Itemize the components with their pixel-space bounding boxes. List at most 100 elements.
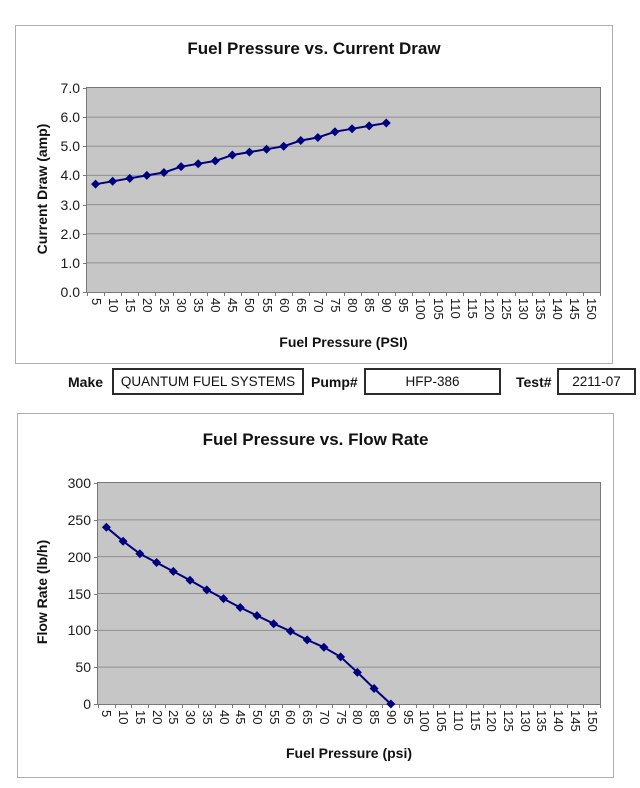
x-tick-mark xyxy=(499,705,501,708)
data-point-marker xyxy=(108,176,118,186)
x-tick-mark xyxy=(131,705,133,708)
x-tick-mark xyxy=(446,293,448,296)
x-tick-mark xyxy=(411,293,413,296)
x-tick-mark xyxy=(326,293,328,296)
data-point-marker xyxy=(244,147,254,157)
x-tick-mark xyxy=(365,705,367,708)
y-tick-mark xyxy=(83,175,86,177)
y-tick-mark xyxy=(83,262,86,264)
x-tick-mark xyxy=(480,293,482,296)
data-point-marker xyxy=(125,173,135,183)
x-tick-mark xyxy=(482,705,484,708)
data-point-marker xyxy=(369,684,379,694)
data-point-marker xyxy=(193,159,203,169)
x-tick-mark xyxy=(377,293,379,296)
y-tick-mark xyxy=(94,704,97,705)
data-point-marker xyxy=(135,549,145,559)
data-point-marker xyxy=(296,135,306,145)
y-tick-label: 7.0 xyxy=(60,80,80,96)
y-tick-label: 100 xyxy=(67,622,91,639)
y-tick-mark xyxy=(83,292,86,293)
y-tick-label: 3.0 xyxy=(60,196,80,213)
x-tick-mark xyxy=(121,293,123,296)
test-info-row: Make QUANTUM FUEL SYSTEMS Pump# HFP-386 … xyxy=(0,360,640,404)
data-point-marker xyxy=(252,611,262,621)
y-tick-mark xyxy=(94,556,97,558)
x-tick-mark xyxy=(240,293,242,296)
x-tick-mark xyxy=(349,705,350,708)
data-point-marker xyxy=(352,667,362,677)
x-tick-mark xyxy=(114,705,116,708)
data-point-marker xyxy=(101,522,111,532)
x-tick-mark xyxy=(164,705,166,708)
data-point-marker xyxy=(269,619,279,629)
x-tick-mark xyxy=(466,705,468,708)
x-tick-mark xyxy=(514,293,516,296)
y-tick-mark xyxy=(94,593,97,595)
y-tick-mark xyxy=(83,146,86,148)
x-tick-mark xyxy=(138,293,140,296)
y-tick-label: 1.0 xyxy=(60,254,80,271)
y-tick-label: 5.0 xyxy=(60,138,80,155)
data-point-marker xyxy=(152,558,162,568)
x-tick-mark xyxy=(600,705,601,708)
x-tick-label: 150 xyxy=(584,710,600,732)
y-tick-mark xyxy=(94,519,97,521)
x-tick-mark xyxy=(516,705,518,708)
y-tick-label: 300 xyxy=(67,475,91,491)
x-tick-mark xyxy=(449,705,451,708)
test-number-label: Test# xyxy=(516,374,552,390)
data-point-marker xyxy=(202,585,212,595)
data-point-marker xyxy=(159,168,169,178)
x-tick-mark xyxy=(248,705,250,708)
make-value-cell[interactable]: QUANTUM FUEL SYSTEMS xyxy=(112,368,304,395)
x-tick-mark xyxy=(429,293,430,296)
x-tick-label: 150 xyxy=(584,298,600,320)
data-point-marker xyxy=(168,566,178,576)
x-tick-mark xyxy=(223,293,225,296)
data-point-marker xyxy=(381,118,391,128)
y-tick-label: 0 xyxy=(83,696,91,712)
data-point-marker xyxy=(319,642,329,652)
x-tick-mark xyxy=(172,293,174,296)
data-point-marker xyxy=(176,162,186,172)
data-point-marker xyxy=(285,626,295,636)
x-tick-mark xyxy=(531,293,533,296)
x-tick-mark xyxy=(275,293,277,296)
y-tick-mark xyxy=(94,630,97,632)
x-tick-mark xyxy=(155,293,157,296)
x-tick-mark xyxy=(415,705,417,708)
x-tick-mark xyxy=(309,293,311,296)
data-point-marker xyxy=(302,635,312,645)
y-tick-label: 250 xyxy=(67,511,91,528)
y-tick-label: 6.0 xyxy=(60,109,80,126)
x-tick-mark xyxy=(432,705,434,708)
data-point-marker xyxy=(118,536,128,546)
pump-number-value-cell[interactable]: HFP-386 xyxy=(364,368,501,395)
x-tick-mark xyxy=(394,293,396,296)
chart-current-draw: Fuel Pressure vs. Current Draw Current D… xyxy=(15,25,613,364)
y-tick-label: 150 xyxy=(67,585,91,602)
x-tick-mark xyxy=(181,705,183,708)
test-number-value-cell[interactable]: 2211-07 xyxy=(557,368,636,395)
chart-flow-rate: Fuel Pressure vs. Flow Rate Flow Rate (l… xyxy=(17,413,614,778)
x-tick-mark xyxy=(87,293,88,296)
pump-number-label: Pump# xyxy=(311,374,358,390)
x-tick-mark xyxy=(265,705,267,708)
x-tick-mark xyxy=(582,293,584,296)
line-chart-svg xyxy=(87,116,600,264)
x-tick-mark xyxy=(497,293,499,296)
line-chart-svg xyxy=(98,519,600,709)
chart-title: Fuel Pressure vs. Current Draw xyxy=(187,39,441,58)
x-tick-mark xyxy=(315,705,317,708)
chart-title: Fuel Pressure vs. Flow Rate xyxy=(202,430,429,449)
x-tick-mark xyxy=(215,705,217,708)
x-tick-mark xyxy=(231,705,233,708)
y-tick-mark xyxy=(83,233,86,235)
data-point-marker xyxy=(262,144,272,154)
x-axis-title: Fuel Pressure (PSI) xyxy=(279,334,408,350)
x-tick-mark xyxy=(292,293,294,296)
x-tick-mark xyxy=(104,293,106,296)
x-tick-mark xyxy=(382,705,384,708)
